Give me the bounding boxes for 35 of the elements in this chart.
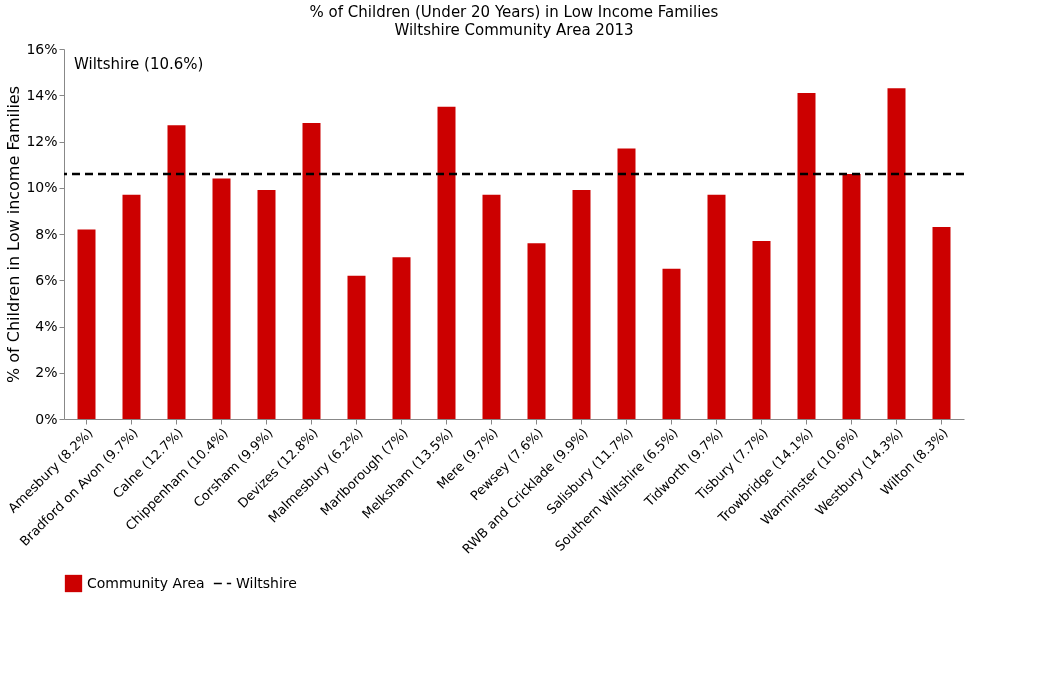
y-tick-label: 0% <box>35 410 58 427</box>
bar <box>347 275 366 419</box>
bar <box>527 243 546 419</box>
y-tick-label: 6% <box>35 271 58 288</box>
bar <box>392 257 411 419</box>
chart-title: % of Children (Under 20 Years) in Low Income Families <box>309 3 719 21</box>
bar <box>122 194 141 419</box>
bar <box>77 229 96 419</box>
legend-label: Community Area <box>87 574 205 591</box>
bar <box>302 123 321 419</box>
bar <box>617 148 636 419</box>
bar <box>167 125 186 419</box>
y-tick-label: 14% <box>26 86 58 103</box>
y-tick-label: 10% <box>26 179 58 196</box>
chart-subtitle: Wiltshire Community Area 2013 <box>394 21 634 39</box>
bar <box>572 190 591 419</box>
bar <box>797 92 816 419</box>
bar <box>932 227 951 419</box>
y-tick-label: 8% <box>35 225 58 242</box>
bar <box>257 190 276 419</box>
bar <box>482 194 501 419</box>
legend-label: Wiltshire <box>236 574 297 591</box>
bar <box>437 106 456 419</box>
bar <box>887 88 906 419</box>
bar <box>707 194 726 419</box>
y-tick-label: 2% <box>35 364 58 381</box>
y-tick-label: 4% <box>35 318 58 334</box>
y-axis-title: % of Children in Low income Families <box>4 85 24 384</box>
bar <box>842 173 861 419</box>
bar <box>212 178 231 419</box>
annotation: Wiltshire (10.6%) <box>74 55 204 73</box>
y-tick-label: 16% <box>26 40 58 57</box>
bar <box>752 240 771 419</box>
bar <box>662 268 681 419</box>
y-tick-label: 12% <box>26 133 58 149</box>
